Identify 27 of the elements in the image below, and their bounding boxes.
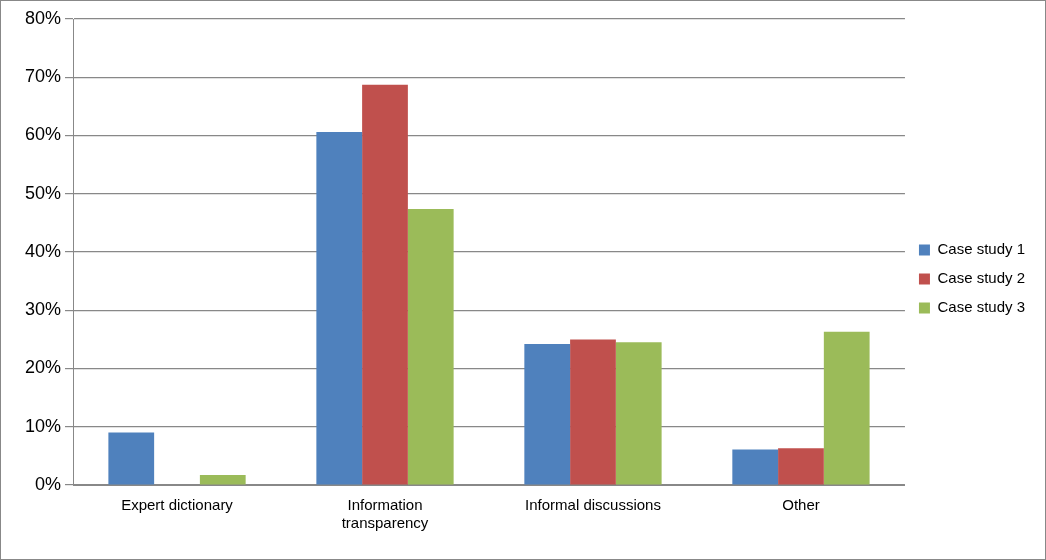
- y-tick-label: 80%: [25, 7, 62, 28]
- y-tick-label: 70%: [25, 66, 62, 87]
- bar: [823, 331, 870, 485]
- bar: [316, 132, 363, 485]
- x-tick-label: Information transparency: [341, 496, 429, 532]
- legend-label: Case study 2: [937, 269, 1025, 287]
- x-tick-label: Other: [782, 496, 820, 514]
- bar: [199, 475, 246, 485]
- bar: [362, 84, 408, 485]
- y-tick-label: 10%: [25, 415, 62, 436]
- bar: [778, 448, 824, 485]
- x-tick-label: Expert dictionary: [121, 496, 234, 514]
- y-tick-label: 60%: [25, 124, 62, 145]
- y-tick-label: 30%: [25, 299, 62, 320]
- x-tick-label: Informal discussions: [525, 496, 661, 514]
- y-tick-label: 40%: [25, 240, 62, 261]
- y-tick-label: 20%: [25, 357, 62, 378]
- bar: [108, 432, 155, 485]
- bar: [570, 339, 616, 485]
- bar: [615, 342, 662, 485]
- y-tick-label: 0%: [35, 473, 62, 494]
- legend-label: Case study 1: [937, 240, 1025, 258]
- y-tick-label: 50%: [25, 182, 62, 203]
- bar: [732, 449, 779, 485]
- bar: [407, 208, 454, 485]
- legend-label: Case study 3: [937, 298, 1025, 316]
- bar: [524, 344, 571, 485]
